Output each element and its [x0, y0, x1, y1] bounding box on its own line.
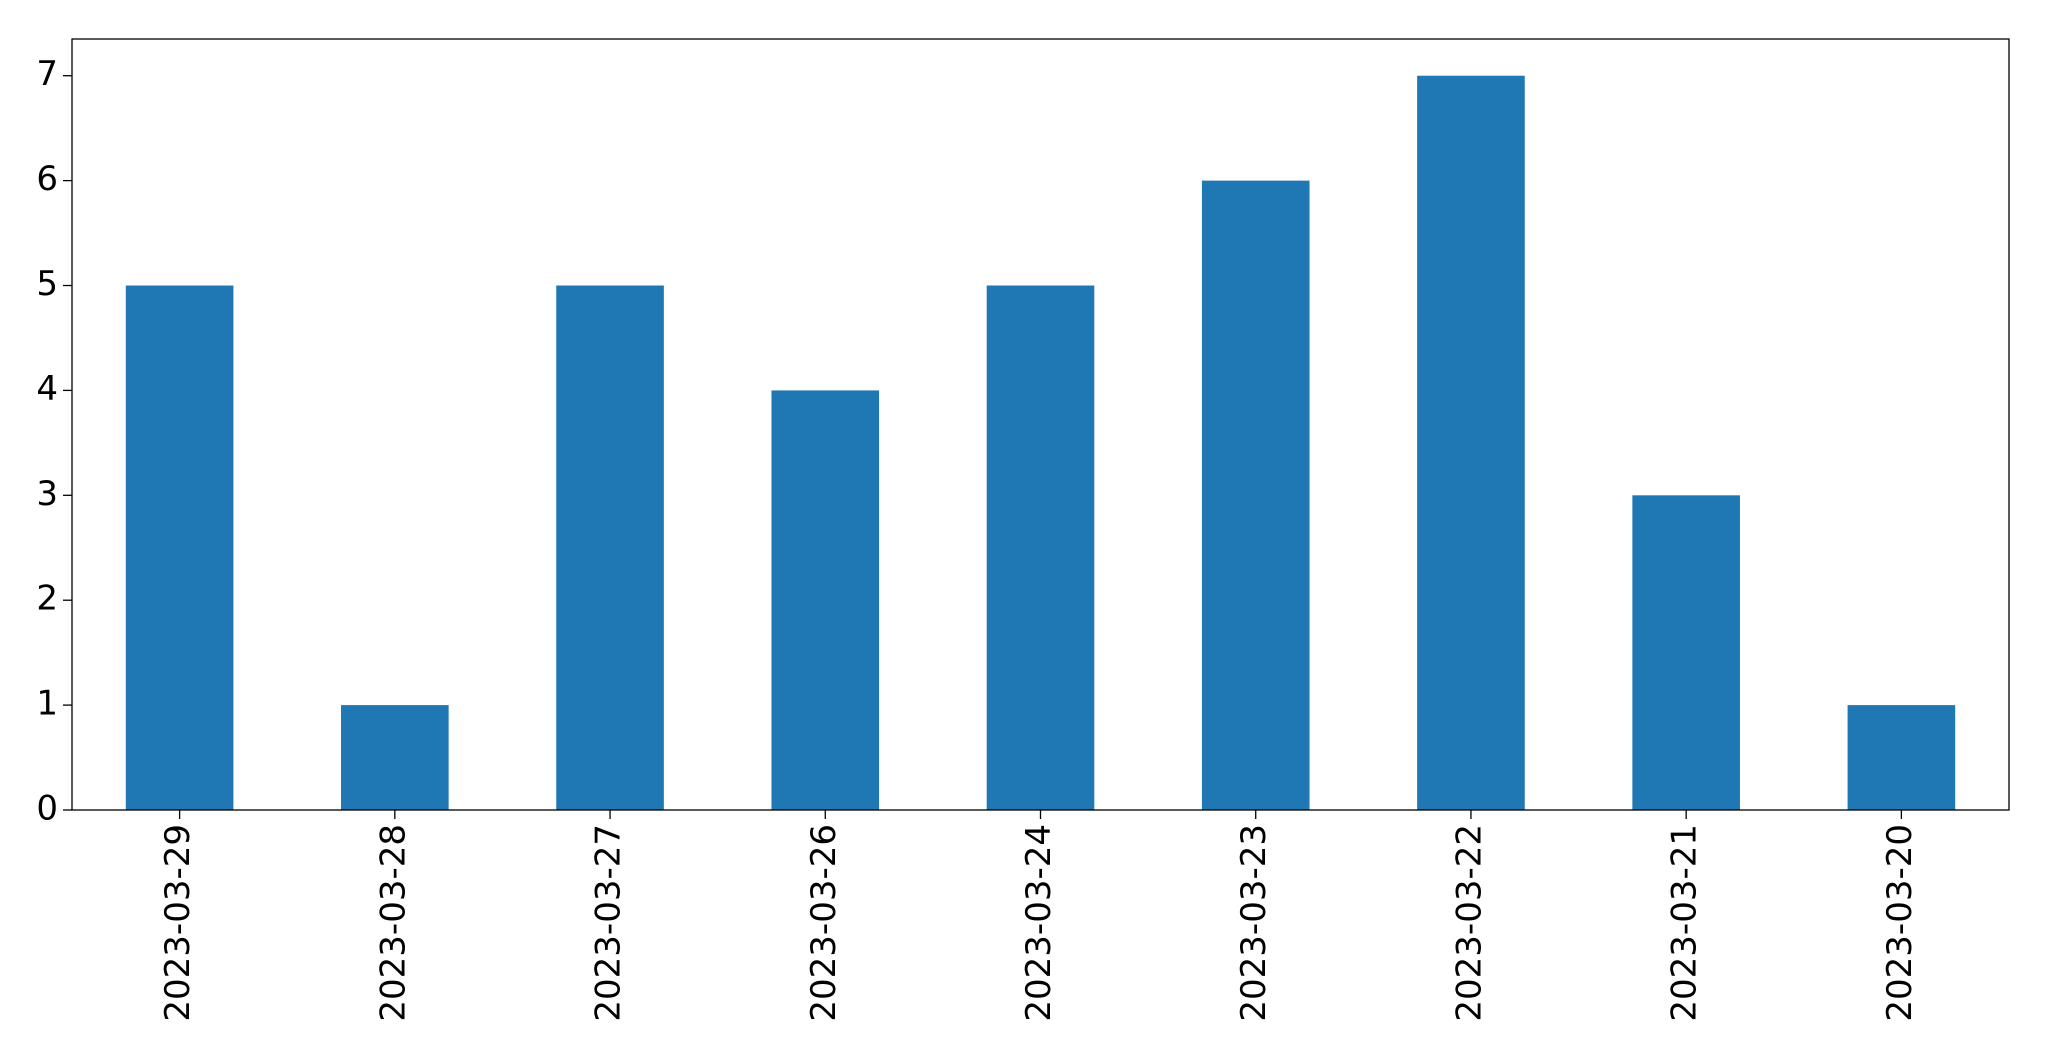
y-tick-label: 0 — [36, 789, 58, 829]
y-tick-label: 4 — [36, 369, 58, 409]
bar — [341, 705, 449, 810]
x-tick-label: 2023-03-28 — [373, 824, 413, 1022]
x-tick-label: 2023-03-26 — [804, 824, 844, 1022]
y-tick-label: 1 — [36, 684, 58, 724]
x-tick-label: 2023-03-20 — [1880, 824, 1920, 1022]
x-tick-label: 2023-03-27 — [589, 824, 629, 1022]
bar — [1632, 495, 1740, 810]
x-tick-label: 2023-03-22 — [1449, 824, 1489, 1022]
bar — [1417, 75, 1525, 810]
bar — [1201, 180, 1310, 810]
y-tick-label: 3 — [36, 474, 58, 514]
bar — [125, 285, 234, 810]
x-tick-label: 2023-03-23 — [1234, 824, 1274, 1022]
y-tick-label: 5 — [36, 264, 58, 304]
bar — [1847, 705, 1956, 810]
bar — [771, 390, 880, 810]
x-tick-label: 2023-03-21 — [1665, 824, 1705, 1022]
plot-frame — [71, 38, 2010, 811]
bar — [556, 285, 664, 810]
y-tick-label: 2 — [36, 579, 58, 619]
bar — [986, 285, 1095, 810]
x-tick-label: 2023-03-29 — [158, 824, 198, 1022]
y-tick-label: 6 — [36, 159, 58, 199]
x-tick-label: 2023-03-24 — [1019, 824, 1059, 1022]
y-tick-label: 7 — [36, 54, 58, 94]
